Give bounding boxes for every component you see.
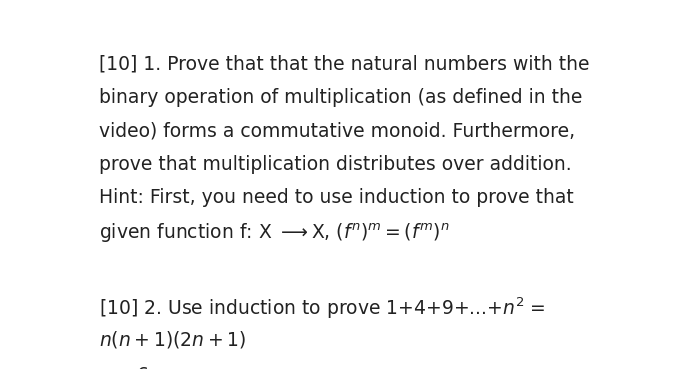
Text: [10] 2. Use induction to prove 1+4+9+...+$n^2$ =: [10] 2. Use induction to prove 1+4+9+...… xyxy=(99,295,546,321)
Text: prove that multiplication distributes over addition.: prove that multiplication distributes ov… xyxy=(99,155,572,174)
Text: $n(n+1)(2n+1)$: $n(n+1)(2n+1)$ xyxy=(99,329,246,350)
Text: Hint: First, you need to use induction to prove that: Hint: First, you need to use induction t… xyxy=(99,188,574,207)
Text: given function f: X $\longrightarrow$X, $\mathit{(f^n)^m} = \mathit{(f^m)^n}$: given function f: X $\longrightarrow$X, … xyxy=(99,222,450,245)
Text: 6: 6 xyxy=(136,366,148,369)
Text: binary operation of multiplication (as defined in the: binary operation of multiplication (as d… xyxy=(99,88,583,107)
Text: [10] 1. Prove that that the natural numbers with the: [10] 1. Prove that that the natural numb… xyxy=(99,54,590,73)
Text: video) forms a commutative monoid. Furthermore,: video) forms a commutative monoid. Furth… xyxy=(99,121,575,140)
